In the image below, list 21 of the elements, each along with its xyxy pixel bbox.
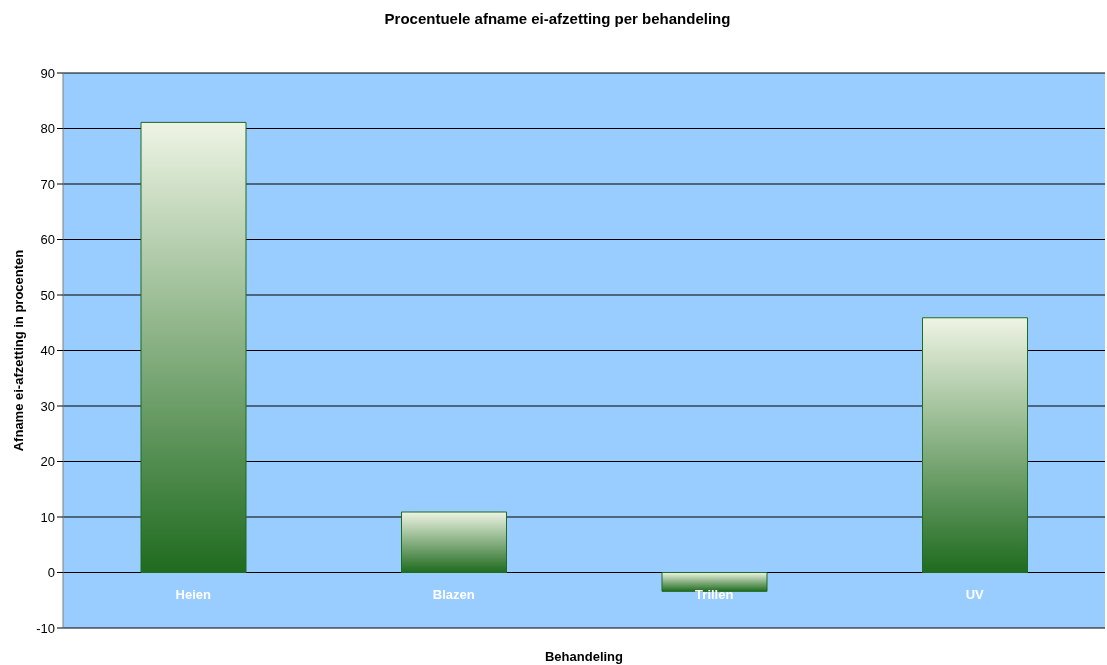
x-axis-title: Behandeling bbox=[544, 649, 624, 664]
y-axis-title: Afname ei-afzetting in procenten bbox=[10, 249, 26, 452]
y-tick-label: 60 bbox=[40, 232, 55, 248]
y-tick-label: -10 bbox=[36, 620, 55, 636]
x-tick-label: Blazen bbox=[432, 586, 475, 602]
y-tick-label: 80 bbox=[40, 121, 55, 137]
bar bbox=[922, 317, 1028, 573]
y-tick-label: 10 bbox=[40, 509, 55, 525]
y-tick-label: 30 bbox=[40, 398, 55, 414]
y-tick-label: 20 bbox=[40, 454, 55, 470]
x-tick-label: UV bbox=[965, 586, 985, 602]
y-tick-label: 0 bbox=[47, 565, 55, 581]
chart-title: Procentuele afname ei-afzetting per behandeling bbox=[383, 10, 732, 27]
y-tick-label: 70 bbox=[40, 176, 55, 192]
x-tick-label: Heien bbox=[175, 586, 212, 602]
y-tick-label: 50 bbox=[40, 287, 55, 303]
bar bbox=[661, 572, 768, 592]
bar bbox=[401, 511, 507, 573]
bar bbox=[140, 121, 247, 573]
y-tick-label: 90 bbox=[40, 65, 55, 81]
y-tick-label: 40 bbox=[40, 343, 55, 359]
